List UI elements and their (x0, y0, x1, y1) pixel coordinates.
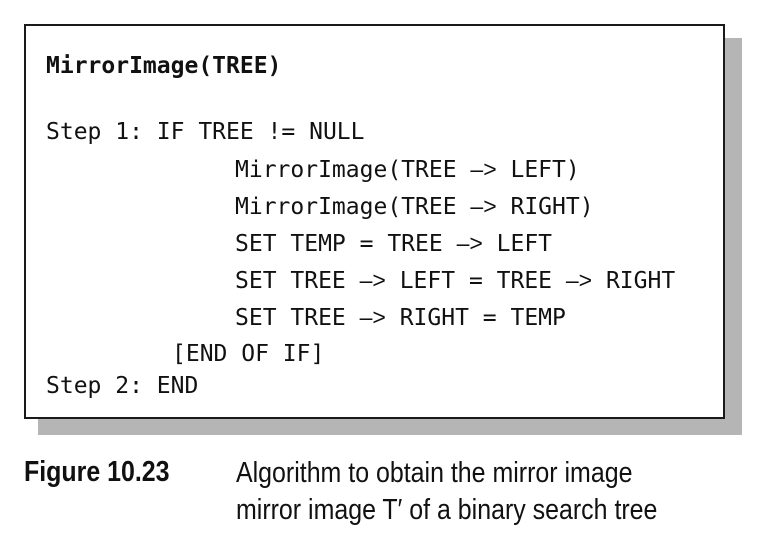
code-text: MirrorImage(TREE (235, 157, 471, 183)
arrow-operator: –> (470, 193, 497, 219)
algorithm-line: [END OF IF] (172, 340, 324, 368)
code-text: Step 2: END (46, 373, 199, 399)
algorithm-line: SET TEMP = TREE –> LEFT (235, 229, 552, 258)
code-text: Step 1: IF TREE != NULL (46, 119, 365, 145)
arrow-operator: –> (359, 267, 386, 293)
code-text: LEFT = TREE (385, 268, 566, 294)
algorithm-line: SET TREE –> LEFT = TREE –> RIGHT (235, 266, 675, 295)
algorithm-line: MirrorImage(TREE –> LEFT) (235, 155, 580, 184)
code-text: SET TREE (235, 305, 360, 331)
code-text: [END OF IF] (172, 341, 325, 367)
algorithm-title: MirrorImage(TREE) (46, 53, 282, 79)
arrow-operator: –> (470, 156, 497, 182)
figure-caption: Algorithm to obtain the mirror image mir… (236, 455, 743, 529)
caption-line-1: Algorithm to obtain the mirror image (236, 457, 633, 489)
code-text: LEFT) (496, 157, 580, 183)
code-text: RIGHT = TEMP (385, 305, 566, 331)
algorithm-line: Step 2: END (46, 372, 198, 400)
algorithm-line: MirrorImage(TREE –> RIGHT) (235, 192, 594, 221)
code-text: MirrorImage(TREE (235, 194, 471, 220)
code-text: SET TREE (235, 268, 360, 294)
arrow-operator: –> (565, 267, 593, 293)
code-text: RIGHT (592, 268, 676, 294)
code-text: RIGHT) (496, 194, 594, 220)
figure-label: Figure 10.23 (24, 456, 170, 488)
code-text: LEFT (482, 231, 553, 257)
algorithm-box (24, 24, 725, 419)
arrow-operator: –> (359, 304, 386, 330)
algorithm-line: SET TREE –> RIGHT = TEMP (235, 303, 566, 332)
code-text: SET TEMP = TREE (235, 231, 457, 257)
caption-line-2: mirror image T′ of a binary search tree (236, 494, 658, 526)
algorithm-line: Step 1: IF TREE != NULL (46, 118, 365, 146)
arrow-operator: –> (456, 230, 483, 256)
